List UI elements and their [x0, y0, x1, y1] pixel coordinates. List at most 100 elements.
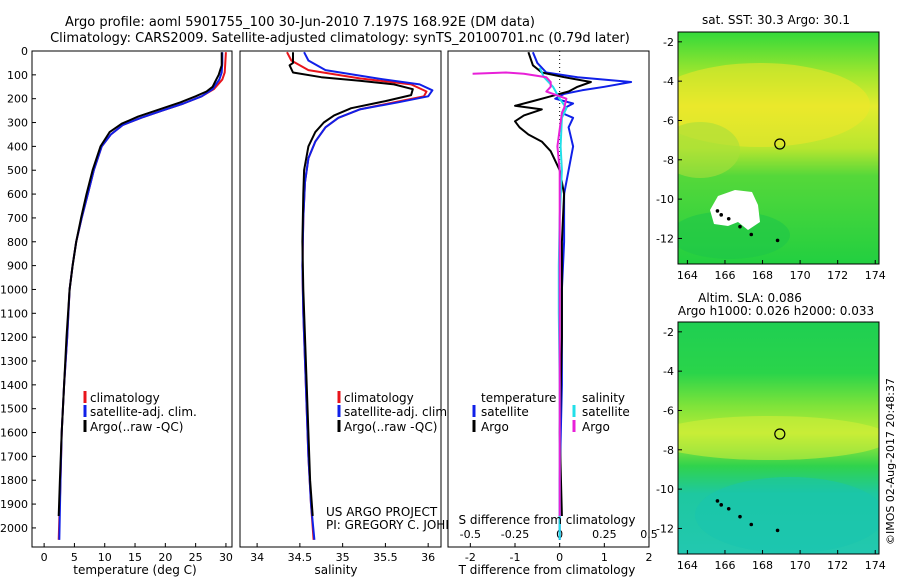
x-tick-label: 0 [41, 551, 48, 564]
legend-title-salinity: salinity [582, 391, 625, 405]
float-track-point [775, 238, 780, 243]
sst-map-markers [715, 138, 786, 243]
x-tick-label: 35.5 [373, 551, 398, 564]
profile-line-salinity-argo [472, 71, 568, 516]
lon-tick-label: 168 [752, 559, 773, 572]
depth-tick-label: 1600 [0, 427, 28, 440]
float-track-point [738, 514, 742, 519]
sla-high-band [678, 416, 879, 460]
lon-tick-label: 166 [714, 269, 735, 282]
depth-tick-label: 0 [21, 45, 28, 58]
sla-map-ticks: 164 166 168 170 172 174 -2 -4 -6 -8 -10 -12 [656, 326, 886, 572]
legend-label-climatology: climatology [90, 391, 160, 405]
project-credit: US ARGO PROJECT [326, 505, 438, 519]
sla-map-markers [715, 428, 786, 533]
depth-tick-label: 900 [7, 260, 28, 273]
temperature-panel: 0100200300400500600700800900100011001200… [0, 45, 233, 577]
salinity-plot-frame [239, 50, 442, 548]
lon-tick-label: 174 [865, 559, 886, 572]
float-track-point [738, 224, 742, 229]
sla-map-panel: Altim. SLA: 0.086 Argo h1000: 0.026 h200… [656, 291, 886, 572]
x-tick-label: 15 [128, 551, 142, 564]
depth-tick-label: 800 [7, 236, 28, 249]
depth-tick-label: 400 [7, 140, 28, 153]
sst-cloud-mask [710, 190, 760, 230]
depth-tick-label: 1900 [0, 498, 28, 511]
lat-tick-label: -8 [663, 444, 674, 457]
depth-tick-label: 1300 [0, 355, 28, 368]
pi-credit: PI: GREGORY C. JOHNSON [326, 518, 480, 532]
x-tick-label: 5 [71, 551, 78, 564]
lat-tick-label: -10 [656, 483, 674, 496]
legend-label-satellite: satellite-adj. clim. [90, 405, 197, 419]
argo-position-marker [774, 138, 786, 150]
sla-map-frame [677, 321, 880, 555]
lon-tick-label: 172 [827, 269, 848, 282]
lon-tick-label: 172 [827, 559, 848, 572]
x-tick-label: 25 [189, 551, 203, 564]
sst-map-panel: sat. SST: 30.3 Argo: 30.1 164 166 168 170 17… [656, 13, 886, 282]
x-tick-label: 35 [336, 551, 350, 564]
x-tick-label: 0 [556, 551, 563, 564]
legend-label-argo: Argo(..raw -QC) [90, 420, 183, 434]
difference-legend: temperature satellite Argo salinity sate… [472, 391, 630, 434]
float-track-point [726, 506, 731, 511]
temperature-legend: climatology satellite-adj. clim. Argo(..… [83, 391, 197, 434]
lat-tick-label: -2 [663, 36, 674, 49]
depth-tick-label: 600 [7, 188, 28, 201]
profile-line-argo-raw-qc- [57, 52, 223, 517]
float-track-point [715, 499, 720, 503]
sla-map-subtitle: Argo h1000: 0.026 h2000: 0.033 [678, 304, 874, 318]
depth-tick-label: 1500 [0, 403, 28, 416]
depth-tick-label: 1800 [0, 474, 28, 487]
float-track-point [719, 213, 724, 217]
sst-cool-patch [678, 211, 790, 259]
lat-tick-label: -12 [656, 232, 674, 245]
difference-plot-frame [447, 50, 650, 548]
sla-map-title: Altim. SLA: 0.086 [698, 291, 802, 305]
lon-tick-label: 170 [790, 269, 811, 282]
depth-tick-label: 700 [7, 212, 28, 225]
sst-warm-patch [678, 122, 740, 178]
temperature-profile-lines [57, 52, 227, 540]
legend-label-climatology: climatology [344, 391, 414, 405]
salinity-diff-tick-label: -0.5 [460, 528, 481, 541]
temperature-axis-ticks: 0 5 10 15 20 25 30 [41, 543, 233, 564]
x-tick-label: 2 [646, 551, 653, 564]
sst-map-ticks: 164 166 168 170 172 174 -2 -4 -6 -8 -10 -12 [656, 36, 886, 282]
lat-tick-label: -6 [663, 114, 674, 127]
legend-label-satellite: satellite-adj. clim. [344, 405, 451, 419]
x-tick-label: 10 [98, 551, 112, 564]
sst-map-frame [677, 31, 880, 265]
x-tick-label: -1 [510, 551, 521, 564]
difference-panel: -2 -1 0 1 2-0.5 -0.25 0 0.25 0.5 T difference fr… [447, 50, 658, 577]
x-tick-label: 20 [158, 551, 172, 564]
sst-warm-patch [678, 63, 870, 147]
x-tick-label: 34.5 [288, 551, 313, 564]
float-track-point [726, 216, 731, 221]
depth-tick-label: 200 [7, 93, 28, 106]
sst-map-title: sat. SST: 30.3 Argo: 30.1 [702, 13, 850, 27]
float-track-point [715, 209, 720, 213]
lat-tick-label: -2 [663, 326, 674, 339]
depth-tick-label: 1700 [0, 450, 28, 463]
argo-position-marker [774, 428, 786, 440]
x-tick-label: -2 [465, 551, 476, 564]
salinity-axis-ticks: 34 34.5 35 35.5 36 [250, 543, 435, 564]
lat-tick-label: -4 [663, 365, 674, 378]
salinity-difference-axis-label: S difference from climatology [459, 513, 636, 527]
salinity-profile-lines [286, 51, 434, 540]
depth-tick-label: 1400 [0, 379, 28, 392]
lat-tick-label: -8 [663, 154, 674, 167]
lon-tick-label: 168 [752, 269, 773, 282]
float-track-point [749, 522, 754, 527]
x-tick-label: 1 [601, 551, 608, 564]
salinity-axis-label: salinity [314, 563, 357, 577]
salinity-diff-tick-label: 0.5 [640, 528, 658, 541]
depth-tick-label: 2000 [0, 522, 28, 535]
difference-profile-lines [472, 51, 633, 540]
float-track-point [719, 503, 724, 507]
x-tick-label: 34 [250, 551, 264, 564]
depth-tick-label: 1200 [0, 331, 28, 344]
legend-label-temperature-argo: Argo [481, 420, 509, 434]
